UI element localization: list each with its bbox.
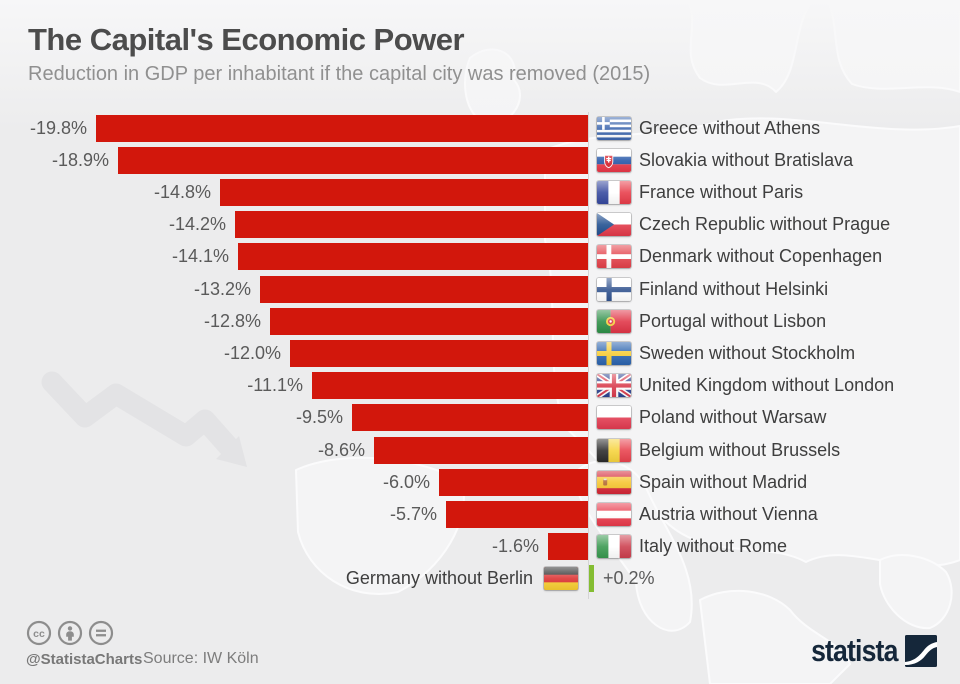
flag-belgium-icon (597, 439, 631, 462)
statista-brand: statista (797, 633, 937, 669)
value-label: -14.2% (168, 214, 226, 234)
bar-portugal (270, 308, 588, 335)
value-label: -12.0% (223, 343, 281, 363)
flag-spain-icon (597, 471, 631, 494)
flag-germany-icon (544, 567, 578, 590)
nd-icon (88, 620, 114, 646)
license-icons: cc (26, 620, 114, 646)
flag-czech-republic-icon (597, 213, 631, 236)
flag-portugal-icon (597, 310, 631, 333)
statista-wordmark: statista (811, 633, 899, 668)
flag-greece-icon (597, 117, 631, 140)
bar-sweden (290, 340, 588, 367)
value-label: -14.1% (171, 246, 229, 266)
value-label: -6.0% (382, 472, 430, 492)
statista-swoosh-icon (905, 635, 937, 667)
attribution-icon (57, 620, 83, 646)
country-label: United Kingdom without London (639, 375, 895, 395)
flag-united-kingdom-icon (597, 374, 631, 397)
country-label: Belgium without Brussels (639, 440, 841, 460)
value-label: -13.2% (193, 279, 251, 299)
flag-slovakia-icon (597, 149, 631, 172)
source-text: Source: IW Köln (143, 650, 259, 667)
country-label: Austria without Vienna (639, 504, 818, 524)
country-label: Germany without Berlin (345, 568, 533, 588)
flag-finland-icon (597, 278, 631, 301)
bar-france (220, 179, 588, 206)
statista-handle: @StatistaCharts (26, 651, 143, 668)
bar-greece (96, 115, 588, 142)
value-label: -5.7% (389, 504, 437, 524)
flag-denmark-icon (597, 245, 631, 268)
bar-finland (260, 276, 588, 303)
value-label: -19.8% (29, 118, 87, 138)
value-label: -11.1% (247, 375, 303, 395)
value-label: -8.6% (317, 440, 365, 460)
flag-italy-icon (597, 535, 631, 558)
zero-axis-line (588, 112, 589, 599)
bar-italy (548, 533, 588, 560)
bar-belgium (374, 437, 588, 464)
cc-icon: cc (26, 620, 52, 646)
country-label: France without Paris (639, 182, 804, 202)
country-label: Sweden without Stockholm (639, 343, 856, 363)
value-label: -14.8% (153, 182, 211, 202)
flag-austria-icon (597, 503, 631, 526)
country-label: Denmark without Copenhagen (639, 246, 883, 266)
flag-france-icon (597, 181, 631, 204)
country-label: Greece without Athens (639, 118, 821, 138)
country-label: Finland without Helsinki (639, 279, 829, 299)
page-title: The Capital's Economic Power (28, 22, 465, 57)
flag-sweden-icon (597, 342, 631, 365)
bar-slovakia (118, 147, 588, 174)
flag-poland-icon (597, 406, 631, 429)
bar-germany (589, 565, 594, 592)
bar-spain (439, 469, 588, 496)
bar-united-kingdom (312, 372, 588, 399)
country-label: Italy without Rome (639, 536, 788, 556)
country-label: Portugal without Lisbon (639, 311, 827, 331)
bar-austria (446, 501, 588, 528)
value-label: +0.2% (603, 568, 655, 588)
country-label: Czech Republic without Prague (639, 214, 891, 234)
value-label: -9.5% (295, 407, 343, 427)
country-label: Slovakia without Bratislava (639, 150, 854, 170)
country-label: Spain without Madrid (639, 472, 808, 492)
country-label: Poland without Warsaw (639, 407, 827, 427)
bar-poland (352, 404, 588, 431)
svg-text:cc: cc (33, 628, 45, 640)
value-label: -1.6% (491, 536, 539, 556)
page-subtitle: Reduction in GDP per inhabitant if the c… (28, 63, 651, 85)
bar-denmark (238, 243, 588, 270)
bar-czech-republic (235, 211, 588, 238)
value-label: -12.8% (203, 311, 261, 331)
value-label: -18.9% (51, 150, 109, 170)
